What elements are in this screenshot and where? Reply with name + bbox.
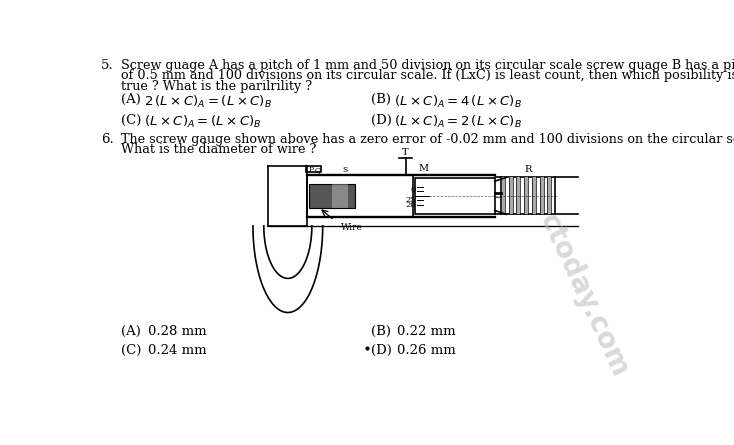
Text: 5.: 5. — [101, 59, 114, 72]
Text: $2\,(L \times C)_A = (L \times C)_B$: $2\,(L \times C)_A = (L \times C)_B$ — [145, 93, 272, 109]
Text: 6.: 6. — [101, 133, 114, 146]
Text: R: R — [524, 165, 531, 174]
Bar — [305, 166, 321, 172]
Text: 0: 0 — [410, 186, 415, 194]
Text: S: S — [342, 166, 347, 174]
Text: T: T — [402, 148, 409, 157]
Bar — [548, 178, 551, 214]
Text: (D): (D) — [371, 114, 392, 127]
Text: 25: 25 — [405, 197, 415, 204]
Bar — [332, 183, 347, 208]
Bar — [501, 178, 505, 214]
Text: of 0.5 mm and 100 divisions on its circular scale. If (LxC) is least count, then: of 0.5 mm and 100 divisions on its circu… — [121, 69, 734, 82]
Text: $(L \times C)_A = 2\,(L \times C)_B$: $(L \times C)_A = 2\,(L \times C)_B$ — [394, 114, 522, 130]
Bar — [415, 178, 495, 214]
Text: What is the diameter of wire ?: What is the diameter of wire ? — [121, 143, 316, 156]
Bar — [501, 178, 555, 214]
Bar — [308, 175, 413, 217]
Text: 20: 20 — [405, 201, 415, 209]
Text: (A): (A) — [121, 93, 141, 106]
Text: 0.28 mm: 0.28 mm — [148, 325, 206, 338]
Text: Wire: Wire — [341, 223, 363, 232]
Text: true ? What is the parilrility ?: true ? What is the parilrility ? — [121, 80, 313, 93]
Text: 0.22 mm: 0.22 mm — [397, 325, 456, 338]
Text: 0.24 mm: 0.24 mm — [148, 344, 206, 357]
Bar — [309, 183, 355, 208]
Text: $(L \times C)_A = (L \times C)_B$: $(L \times C)_A = (L \times C)_B$ — [145, 114, 262, 130]
Bar — [524, 178, 528, 214]
Text: Q: Q — [315, 166, 321, 174]
Bar — [509, 178, 512, 214]
Text: (B): (B) — [371, 93, 390, 106]
Text: (D): (D) — [371, 344, 392, 357]
Text: $(L \times C)_A = 4\,(L \times C)_B$: $(L \times C)_A = 4\,(L \times C)_B$ — [394, 93, 522, 109]
Bar — [308, 175, 368, 217]
Text: The screw gauge shown above has a zero error of -0.02 mm and 100 divisions on th: The screw gauge shown above has a zero e… — [121, 133, 734, 146]
Text: M: M — [418, 164, 428, 173]
Text: (A): (A) — [121, 325, 141, 338]
Bar — [539, 178, 544, 214]
Text: (C): (C) — [121, 114, 142, 127]
Text: P: P — [309, 166, 314, 174]
Bar — [532, 178, 536, 214]
Text: (B): (B) — [371, 325, 390, 338]
Text: ctoday.com: ctoday.com — [534, 210, 634, 382]
Text: Screw guage A has a pitch of 1 mm and 50 division on its circular scale screw gu: Screw guage A has a pitch of 1 mm and 50… — [121, 59, 734, 72]
Bar — [517, 178, 520, 214]
Text: (C): (C) — [121, 344, 142, 357]
Text: 0.26 mm: 0.26 mm — [397, 344, 456, 357]
